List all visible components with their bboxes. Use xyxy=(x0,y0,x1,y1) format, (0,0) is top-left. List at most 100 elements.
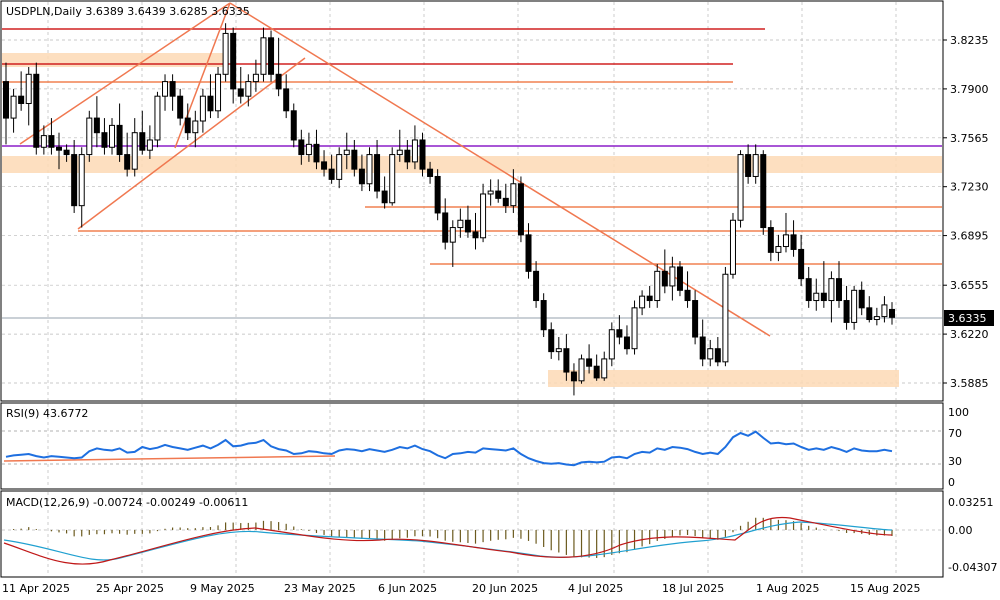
candle-body xyxy=(404,149,411,163)
candle-body xyxy=(767,227,774,253)
candle-body xyxy=(480,193,487,239)
candle-body xyxy=(616,329,623,338)
candle-body xyxy=(199,95,206,122)
candle-body xyxy=(760,154,767,229)
candle-body xyxy=(752,154,759,177)
candle-body xyxy=(813,292,820,302)
trend-channel-lower xyxy=(19,2,231,145)
candle-body xyxy=(351,149,358,170)
candle-body xyxy=(737,154,744,221)
candle-body xyxy=(843,300,850,323)
candle-body xyxy=(162,81,169,97)
date-tick-label: 9 May 2025 xyxy=(190,582,255,595)
chart-title: USDPLN,Daily 3.6389 3.6439 3.6285 3.6335 xyxy=(6,5,250,18)
candle-body xyxy=(10,95,17,119)
candle-body xyxy=(298,139,305,156)
candle-body xyxy=(78,154,85,207)
rsi-trendline xyxy=(3,455,336,462)
candle-body xyxy=(419,139,426,170)
candle-body xyxy=(275,73,282,90)
candle-body xyxy=(835,278,842,302)
macd-panel[interactable] xyxy=(0,490,944,578)
price-tick-label: 3.7230 xyxy=(950,181,989,194)
candle-body xyxy=(313,143,320,163)
candle-body xyxy=(525,234,532,272)
candle-body xyxy=(722,273,729,363)
candle-body xyxy=(328,168,335,180)
candle-body xyxy=(699,336,706,360)
date-tick-label: 1 Aug 2025 xyxy=(756,582,819,595)
candle-body xyxy=(442,212,449,243)
candle-body xyxy=(109,124,116,148)
candle-body xyxy=(745,154,752,177)
date-tick-label: 4 Jul 2025 xyxy=(568,582,623,595)
candle-body xyxy=(215,73,222,112)
candle-body xyxy=(782,234,789,248)
macd-axis: 0.03251 0.00 -0.04307 xyxy=(948,496,997,574)
candle-body xyxy=(321,161,328,170)
candle-body xyxy=(502,197,509,207)
candle-body xyxy=(48,135,55,148)
candle-body xyxy=(93,117,100,134)
date-tick-label: 25 Apr 2025 xyxy=(96,582,164,595)
candle-body xyxy=(146,139,153,151)
resistance-zone-top xyxy=(2,53,227,67)
candle-body xyxy=(828,278,835,302)
candle-body xyxy=(593,365,600,379)
candle-body xyxy=(563,348,570,373)
date-tick-label: 15 Aug 2025 xyxy=(850,582,920,595)
price-axis: 3.8235 3.7900 3.7565 3.7230 3.6895 3.6555 3.62… xyxy=(943,34,989,390)
trend-channel-cap xyxy=(174,2,231,149)
price-tick-label: 3.7900 xyxy=(950,83,989,96)
candle-body xyxy=(192,120,199,134)
current-price-label: 3.6335 xyxy=(948,312,987,325)
candle-body xyxy=(177,95,184,119)
candle-body xyxy=(449,227,456,243)
candle-body xyxy=(18,95,25,104)
candle-body xyxy=(260,37,267,75)
candle-body xyxy=(881,304,888,318)
rsi-indicator xyxy=(2,430,942,467)
candle-body xyxy=(3,81,9,119)
price-tick-label: 3.5885 xyxy=(950,377,989,390)
candle-body xyxy=(510,183,517,207)
candle-body xyxy=(873,316,880,321)
macd-tick-label: 0.03251 xyxy=(948,496,994,509)
price-tick-label: 3.7565 xyxy=(950,132,989,145)
trendlines xyxy=(19,2,771,337)
candle-body xyxy=(729,219,736,275)
candle-body xyxy=(86,117,93,156)
candle-body xyxy=(336,154,343,180)
rsi-label: RSI(9) 43.6772 xyxy=(6,407,88,420)
rsi-axis: 100 70 30 0 xyxy=(948,406,969,489)
candlesticks xyxy=(3,23,895,396)
candle-body xyxy=(381,190,388,204)
candle-body xyxy=(184,117,191,134)
candle-body xyxy=(790,234,797,250)
macd-histogram xyxy=(12,517,893,558)
candle-body xyxy=(358,168,365,185)
candle-body xyxy=(124,154,131,170)
candle-body xyxy=(411,139,418,163)
candle-body xyxy=(154,95,161,141)
candle-body xyxy=(207,95,214,112)
candle-body xyxy=(139,132,146,151)
candle-body xyxy=(487,190,494,195)
candle-body xyxy=(396,149,403,156)
rsi-panel[interactable] xyxy=(0,402,944,490)
candle-body xyxy=(63,149,70,156)
macd-tick-label: -0.04307 xyxy=(948,561,997,574)
rsi-line xyxy=(5,430,893,467)
date-tick-label: 20 Jun 2025 xyxy=(472,582,538,595)
candle-body xyxy=(608,329,615,360)
candle-body xyxy=(820,292,827,302)
macd-tick-label: 0.00 xyxy=(948,524,973,537)
candle-body xyxy=(517,183,524,236)
candle-body xyxy=(252,73,259,83)
candle-body xyxy=(707,348,714,360)
candle-body xyxy=(268,37,275,75)
candle-body xyxy=(427,168,434,177)
candle-body xyxy=(374,154,381,192)
support-zone-bottom xyxy=(548,370,899,387)
rsi-tick-label: 70 xyxy=(948,427,962,440)
